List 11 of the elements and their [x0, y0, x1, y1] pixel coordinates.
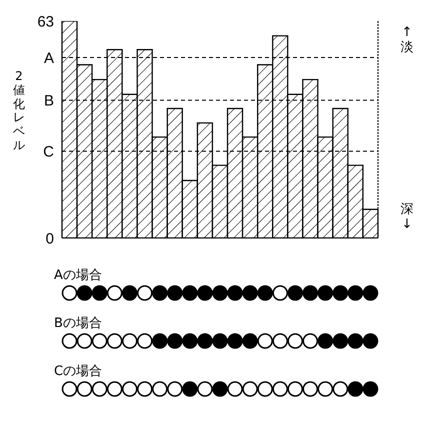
- y-tick-label: A: [44, 50, 54, 67]
- y-tick-label: C: [43, 144, 54, 161]
- y-tick-label: B: [44, 92, 54, 110]
- y-axis-title: 2値化レベル: [12, 69, 26, 153]
- text: Aの場合: [54, 267, 103, 284]
- text: Cの場合: [54, 363, 104, 380]
- text: Bの場合: [54, 315, 103, 332]
- y-tick-label: 0: [46, 230, 54, 248]
- text: ↑淡: [400, 25, 414, 56]
- text: 深↓: [400, 202, 414, 233]
- y-tick-label: 63: [37, 13, 54, 30]
